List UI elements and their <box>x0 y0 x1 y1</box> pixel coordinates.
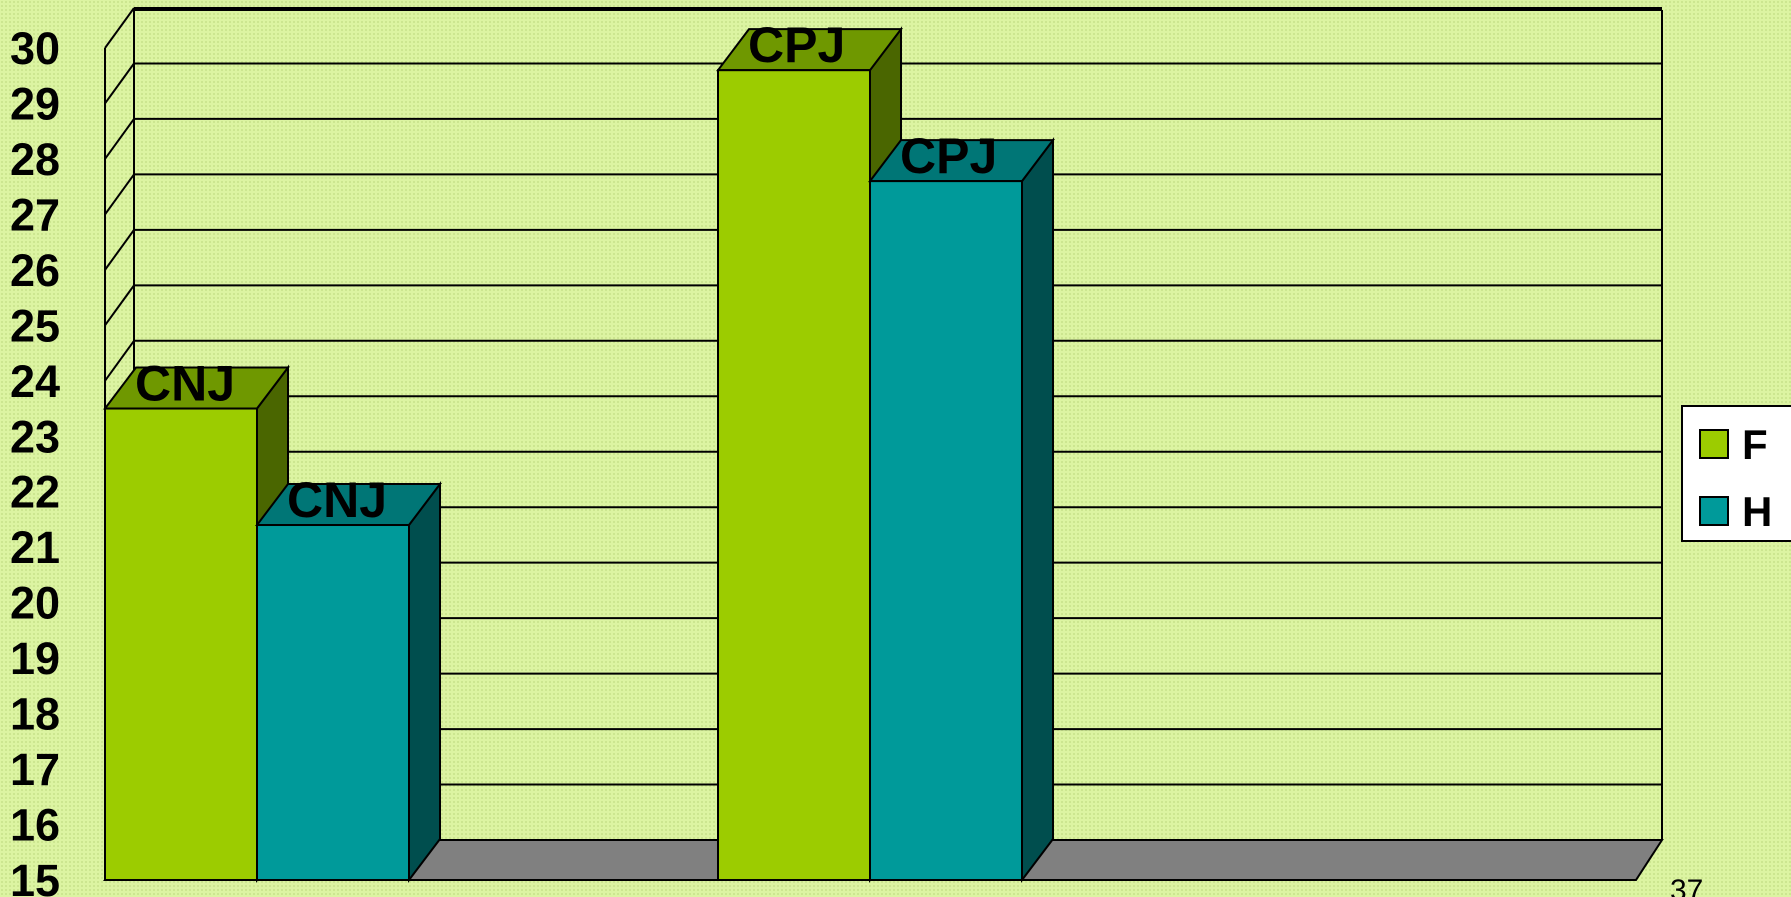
data-label: CNJ <box>135 356 235 412</box>
legend-box <box>1681 405 1791 542</box>
data-labels: CNJ CPJ CNJ CPJ <box>135 17 997 528</box>
y-tick-label: 19 <box>10 633 60 684</box>
bar-side <box>408 481 441 883</box>
legend-label: F <box>1742 421 1768 468</box>
y-tick-label: 29 <box>10 78 60 129</box>
y-tick-label: 24 <box>10 356 60 407</box>
bar <box>104 407 258 881</box>
data-label: CPJ <box>900 128 997 184</box>
bar <box>717 69 871 882</box>
legend-swatch <box>1699 429 1729 459</box>
y-tick-label: 21 <box>10 522 60 573</box>
gridline-side <box>104 340 135 382</box>
bar <box>256 524 410 881</box>
y-tick-label: 17 <box>10 744 60 795</box>
gridline-side <box>104 62 135 105</box>
legend-label: H <box>1742 488 1772 535</box>
gridline-side <box>104 173 135 215</box>
gridline-side <box>104 118 135 160</box>
data-label: CPJ <box>748 17 845 73</box>
gridline-side <box>104 7 135 49</box>
data-label: CNJ <box>287 472 387 528</box>
gridline-side <box>104 284 135 326</box>
legend-swatch <box>1699 496 1729 526</box>
bar-side <box>1021 137 1054 883</box>
gridline-side <box>104 229 135 271</box>
y-tick-label: 26 <box>10 245 60 296</box>
legend: FH <box>1681 405 1791 542</box>
slide-number: 37 <box>1670 874 1703 897</box>
y-tick-label: 28 <box>10 134 60 185</box>
y-tick-label: 23 <box>10 411 60 462</box>
y-tick-label: 27 <box>10 189 60 240</box>
y-tick-label: 30 <box>10 23 60 74</box>
y-tick-label: 15 <box>10 855 60 897</box>
y-tick-label: 20 <box>10 578 60 629</box>
bar <box>869 180 1023 881</box>
y-tick-label: 22 <box>10 467 60 518</box>
y-tick-label: 16 <box>10 800 60 851</box>
y-tick-label: 25 <box>10 300 60 351</box>
y-tick-label: 18 <box>10 689 60 740</box>
bars <box>102 26 1056 883</box>
